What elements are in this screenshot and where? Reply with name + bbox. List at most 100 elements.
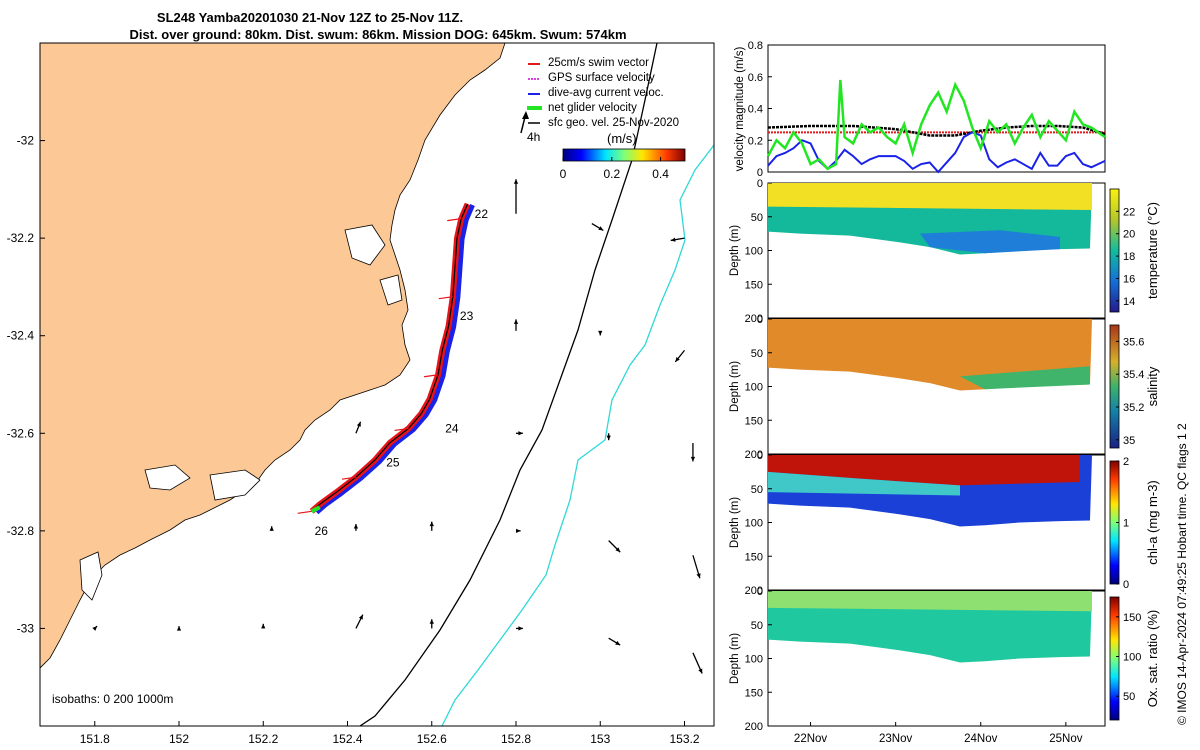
geo-vector-head [513, 179, 519, 184]
depth-tick-label: 200 [745, 585, 763, 597]
geo-vector-head [176, 626, 182, 631]
section-colorbar [1109, 188, 1120, 313]
section-panel-oxygen: 0 50 100 150 200 Depth (m) 50 100 150 Ox. sat. ra… [729, 586, 1160, 745]
depth-axis-label: Depth (m) [729, 633, 741, 684]
depth-tick-label: 50 [751, 484, 763, 496]
geo-vector-head [513, 319, 519, 324]
geo-vector-head [516, 528, 521, 533]
day-label: 24 [445, 421, 459, 435]
depth-tick-label: 0 [757, 450, 763, 462]
depth-tick-label: 150 [745, 279, 763, 291]
day-label: 25 [386, 456, 400, 470]
legend-label: GPS surface velocity [548, 72, 655, 84]
net-velocity-marker [310, 505, 321, 514]
land-mass [40, 43, 506, 669]
depth-axis-label: Depth (m) [729, 497, 741, 548]
date-tick-label: 24Nov [964, 733, 997, 745]
colorbar-tick-label: 16 [1123, 273, 1135, 285]
depth-tick-label: 0 [757, 586, 763, 598]
swim-vector [394, 427, 409, 432]
colorbar-tick-label: 2 [1123, 456, 1129, 468]
colorbar-ticks: 0 0.2 0.4 [560, 157, 669, 181]
lake-shape [344, 224, 386, 266]
geo-velocity-vectors [92, 179, 703, 674]
depth-tick-label: 150 [745, 415, 763, 427]
map-y-tick-label: -32.8 [7, 524, 35, 538]
swim-vector [341, 476, 357, 480]
map-y-tick-label: -32.2 [7, 231, 35, 245]
dive-avg-current-trace [315, 204, 475, 515]
depth-tick-label: 0 [757, 178, 763, 190]
velocity-series-line [766, 79, 1106, 171]
map-y-tick-label: -32.6 [7, 426, 35, 440]
section-chla-mid [768, 471, 960, 496]
section-fresh-patch [960, 366, 1090, 390]
map-x-tick-label: 153 [590, 732, 610, 746]
isobath-200m [359, 43, 658, 726]
velocity-y-tick-label: 0.2 [748, 135, 763, 147]
velocity-y-tick-label: 0 [757, 167, 763, 179]
colorbar-tick-label: 50 [1123, 691, 1135, 703]
geo-vector-head [696, 573, 701, 579]
depth-tick-label: 50 [751, 212, 763, 224]
geo-vector-head [92, 626, 98, 631]
colorbar-tick-label: 14 [1123, 296, 1135, 308]
geo-vector-head [429, 521, 434, 527]
depth-tick-label: 0 [757, 314, 763, 326]
colorbar-label: temperature (°C) [1145, 202, 1160, 299]
section-ox-surface [768, 591, 1092, 612]
map-y-tick-label: -32.4 [7, 329, 35, 343]
legend-label: net glider velocity [548, 102, 637, 114]
lake-shape [79, 551, 103, 601]
swim-vector [297, 510, 312, 514]
depth-tick-label: 50 [751, 348, 763, 360]
geo-vector-head [698, 668, 703, 674]
colorbar-tick-label: 20 [1123, 229, 1135, 241]
map-x-tick-label: 152 [169, 732, 189, 746]
velocity-y-ticks: 0 0.2 0.4 0.6 0.8 [748, 40, 772, 179]
velocity-series-line [767, 124, 1106, 137]
map-legend: 25cm/s swim vector GPS surface velocity … [520, 57, 686, 181]
swim-vector [423, 374, 439, 378]
date-tick-label: 25Nov [1049, 733, 1082, 745]
section-warm-layer [768, 183, 1092, 210]
depth-tick-label: 200 [745, 449, 763, 461]
day-label: 26 [315, 524, 329, 538]
isobaths-label: isobaths: 0 200 1000m [52, 692, 173, 706]
geo-vector-head [353, 523, 359, 529]
legend-label: dive-avg current veloc. [548, 87, 664, 99]
geo-vector-head [615, 640, 621, 646]
time-scale-label: 4h [527, 130, 540, 144]
lake-shape [379, 274, 403, 306]
map-y-tick-label: -33 [17, 621, 35, 635]
geo-vector-head [598, 330, 603, 336]
glider-track [297, 202, 475, 515]
map-x-tick-label: 152.8 [501, 732, 531, 746]
colorbar-tick-label: 18 [1123, 251, 1135, 263]
geo-vector-head [269, 526, 274, 531]
footer-credit: © IMOS 14-Apr-2024 07:49:25 Hobart time.… [1175, 423, 1189, 725]
colorbar-tick-label: 150 [1123, 612, 1141, 624]
section-panel-temperature: 0 50 100 150 200 Depth (m) 14 16 18 20 22 temperatu… [729, 178, 1160, 325]
day-labels: 22 23 24 25 26 [315, 207, 489, 538]
section-cold-patch [920, 230, 1060, 254]
map-x-tick-label: 152.6 [417, 732, 447, 746]
geo-vector-head [690, 456, 696, 462]
colorbar-label: (m/s) [607, 131, 637, 146]
map-x-ticks: 151.8 152 152.2 152.4 152.6 152.8 153 153.2 [80, 721, 700, 746]
scale-arrow-head [522, 111, 529, 119]
geo-vector-head [261, 623, 266, 629]
isobath-1000m [441, 144, 714, 726]
depth-tick-label: 200 [745, 721, 763, 733]
colorbar-tick-label: 0.4 [652, 167, 669, 181]
depth-tick-label: 100 [745, 246, 763, 258]
map-x-tick-label: 152.4 [332, 732, 362, 746]
geo-vector-head [356, 421, 361, 427]
glider-track-centerline [311, 203, 469, 512]
section-colorbar [1109, 324, 1120, 449]
colorbar-tick-label: 35.4 [1123, 369, 1144, 381]
section-chla-max [768, 455, 1080, 486]
colorbar [562, 148, 686, 162]
